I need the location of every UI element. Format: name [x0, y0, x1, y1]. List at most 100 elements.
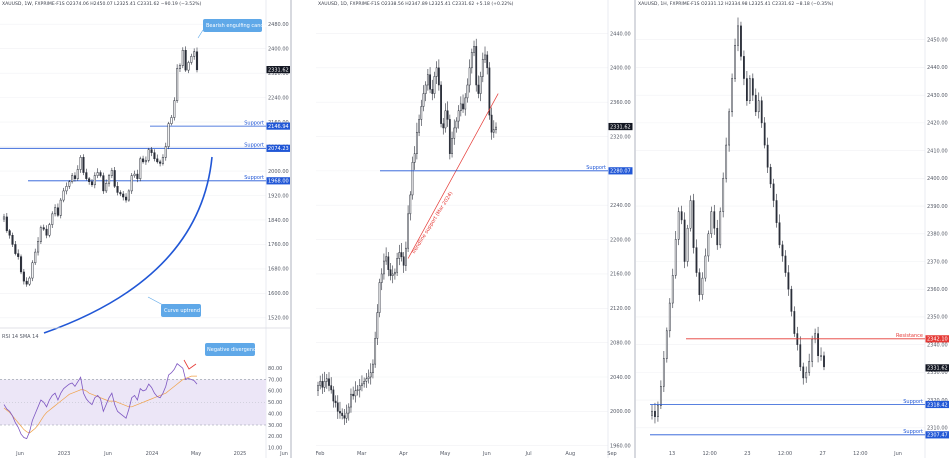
- candle-body[interactable]: [396, 258, 399, 273]
- candle-body[interactable]: [657, 405, 659, 417]
- candle-body[interactable]: [127, 190, 130, 201]
- candle-body[interactable]: [778, 222, 781, 246]
- candle-body[interactable]: [170, 117, 173, 124]
- candle-body[interactable]: [490, 114, 493, 133]
- candle-body[interactable]: [369, 372, 372, 378]
- candle-body[interactable]: [394, 271, 396, 275]
- candle-body[interactable]: [325, 378, 328, 382]
- candle-body[interactable]: [389, 269, 392, 276]
- candle-body[interactable]: [737, 25, 739, 46]
- candle-body[interactable]: [330, 385, 333, 391]
- candle-body[interactable]: [56, 207, 59, 216]
- candle-body[interactable]: [743, 56, 745, 79]
- candle-body[interactable]: [784, 255, 787, 273]
- candle-body[interactable]: [695, 247, 698, 273]
- candle-body[interactable]: [5, 216, 8, 231]
- candle-body[interactable]: [481, 58, 484, 77]
- candle-body[interactable]: [455, 120, 458, 129]
- candle-body[interactable]: [336, 402, 339, 412]
- candle-body[interactable]: [751, 78, 754, 96]
- candle-body[interactable]: [671, 275, 674, 304]
- candle-body[interactable]: [361, 383, 363, 386]
- candle-body[interactable]: [407, 213, 409, 249]
- candle-body[interactable]: [479, 76, 482, 94]
- candle-body[interactable]: [734, 45, 736, 79]
- candle-body[interactable]: [110, 170, 113, 176]
- hourly-chart-panel[interactable]: XAUUSD, 1H, FXPRIME·F1S O2331.12 H2334.9…: [636, 0, 949, 458]
- daily-chart-svg[interactable]: 2440.002400.002360.002320.002280.002240.…: [316, 0, 634, 458]
- candle-body[interactable]: [781, 244, 784, 257]
- candle-body[interactable]: [444, 110, 447, 129]
- candle-body[interactable]: [713, 211, 716, 229]
- candle-body[interactable]: [413, 153, 416, 163]
- candle-body[interactable]: [93, 175, 96, 186]
- candle-body[interactable]: [440, 84, 442, 124]
- candle-body[interactable]: [193, 51, 196, 57]
- candle-body[interactable]: [665, 330, 668, 359]
- candle-body[interactable]: [451, 137, 453, 154]
- candle-body[interactable]: [124, 196, 128, 201]
- candle-body[interactable]: [385, 256, 388, 262]
- candle-body[interactable]: [698, 272, 701, 296]
- candle-body[interactable]: [25, 280, 28, 285]
- candle-body[interactable]: [424, 84, 427, 94]
- candle-body[interactable]: [654, 410, 656, 417]
- candle-body[interactable]: [662, 358, 665, 387]
- candle-body[interactable]: [680, 211, 683, 221]
- candle-body[interactable]: [178, 65, 182, 69]
- candle-body[interactable]: [398, 252, 401, 259]
- candle-body[interactable]: [686, 227, 689, 262]
- candle-body[interactable]: [319, 381, 322, 386]
- candle-body[interactable]: [48, 224, 51, 236]
- candle-body[interactable]: [411, 162, 414, 196]
- candle-body[interactable]: [763, 122, 766, 146]
- candle-body[interactable]: [356, 389, 359, 391]
- candle-body[interactable]: [334, 400, 337, 404]
- candle-body[interactable]: [147, 149, 150, 161]
- candle-body[interactable]: [468, 67, 471, 86]
- candle-body[interactable]: [719, 211, 722, 246]
- candle-body[interactable]: [62, 190, 65, 201]
- candle-body[interactable]: [748, 78, 751, 101]
- candle-body[interactable]: [116, 186, 119, 193]
- candle-body[interactable]: [787, 272, 790, 290]
- candle-body[interactable]: [130, 175, 133, 192]
- candle-body[interactable]: [173, 100, 176, 118]
- candle-body[interactable]: [363, 381, 366, 385]
- candle-body[interactable]: [161, 157, 164, 164]
- candle-body[interactable]: [354, 390, 357, 397]
- candle-body[interactable]: [484, 54, 486, 60]
- candle-body[interactable]: [51, 213, 54, 225]
- candle-body[interactable]: [184, 49, 187, 71]
- candle-body[interactable]: [42, 227, 45, 230]
- candle-body[interactable]: [722, 178, 725, 212]
- candle-body[interactable]: [473, 46, 475, 53]
- candle-body[interactable]: [453, 127, 456, 139]
- candle-body[interactable]: [105, 183, 108, 192]
- candle-body[interactable]: [823, 355, 825, 368]
- candle-body[interactable]: [321, 381, 324, 388]
- candle-body[interactable]: [400, 252, 403, 258]
- candle-body[interactable]: [34, 251, 37, 264]
- candle-body[interactable]: [766, 144, 769, 168]
- negative-divergence-callout[interactable]: [205, 343, 255, 356]
- candle-body[interactable]: [731, 78, 733, 113]
- candle-body[interactable]: [367, 376, 370, 379]
- candle-body[interactable]: [133, 173, 136, 176]
- candle-body[interactable]: [352, 393, 355, 397]
- candle-body[interactable]: [701, 277, 704, 296]
- candle-body[interactable]: [164, 146, 167, 158]
- candle-body[interactable]: [45, 228, 48, 236]
- candle-body[interactable]: [409, 194, 412, 215]
- candle-body[interactable]: [31, 262, 34, 279]
- candle-body[interactable]: [22, 271, 25, 282]
- candle-body[interactable]: [457, 110, 460, 122]
- candle-body[interactable]: [99, 172, 102, 176]
- candle-body[interactable]: [96, 172, 99, 176]
- daily-chart-panel[interactable]: XAUUSD, 1D, FXPRIME·F1S O2338.56 H2347.8…: [316, 0, 634, 458]
- candle-body[interactable]: [339, 411, 341, 414]
- candle-body[interactable]: [73, 175, 77, 179]
- candle-body[interactable]: [343, 415, 346, 419]
- candle-body[interactable]: [677, 211, 680, 240]
- candle-body[interactable]: [391, 273, 394, 276]
